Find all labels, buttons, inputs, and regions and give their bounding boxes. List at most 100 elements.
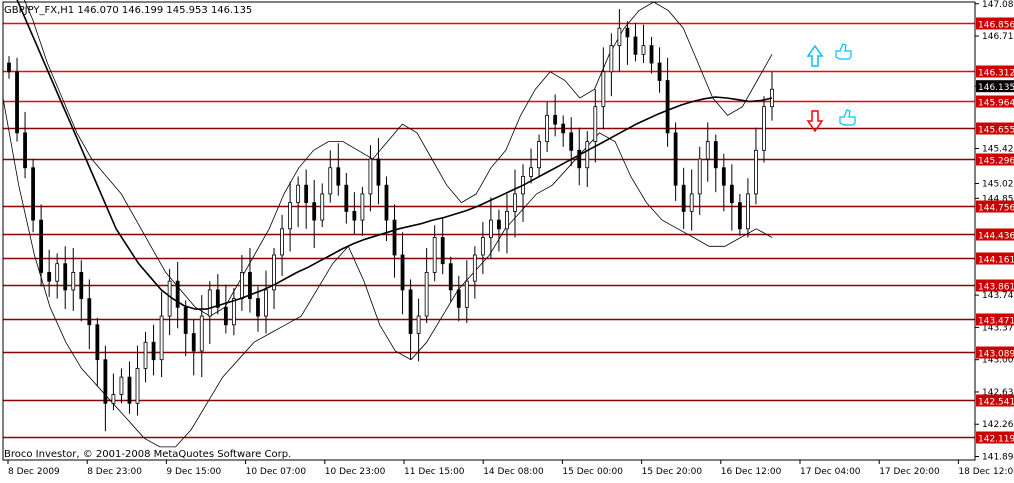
candle-body [697, 158, 702, 195]
level-label: 144.161 [978, 256, 1014, 266]
candle-body [63, 263, 68, 291]
candle-body [689, 193, 694, 212]
candle-body [505, 210, 509, 230]
candle-body [288, 202, 293, 230]
level-label-box [976, 17, 1014, 30]
arrow-up-icon [806, 44, 824, 67]
candle-body [408, 289, 413, 334]
candle-body [328, 167, 333, 195]
y-tick-label: 146.710 [982, 32, 1014, 42]
candle-body [352, 210, 357, 221]
candle-body [280, 228, 284, 256]
level-label: 146.856 [978, 21, 1014, 31]
x-tick-label: 8 Dec 23:00 [87, 467, 142, 477]
candle-body [746, 193, 750, 230]
candle-body [561, 123, 566, 134]
candle-body [79, 272, 84, 300]
candle-body [609, 45, 614, 73]
candle-body [368, 158, 373, 195]
candle-body [264, 289, 268, 317]
candle-body [360, 193, 365, 221]
y-tick-label: 147.080 [982, 0, 1014, 10]
candle-body [191, 333, 196, 352]
y-tick-label: 141.890 [982, 453, 1014, 463]
plot-frame [2, 1, 976, 461]
candle-body [762, 106, 766, 151]
symbol-header: GBPJPY_FX,H1 146.070 146.199 145.953 146… [4, 5, 252, 16]
candle-body [240, 272, 244, 300]
moving-average-layer [16, 0, 773, 310]
thumb-up-icon [839, 109, 856, 126]
level-label-box [976, 200, 1014, 213]
level-label: 142.541 [978, 398, 1014, 408]
y-tick-label: 142.260 [982, 420, 1014, 430]
level-label: 143.861 [978, 283, 1014, 293]
level-label-box [976, 394, 1014, 407]
candle-body [304, 184, 309, 204]
y-tick-label: 143.370 [982, 323, 1014, 333]
x-tick-label: 11 Dec 15:00 [404, 467, 465, 477]
candle-body [143, 341, 148, 369]
candle-body [569, 132, 574, 151]
candle-body [529, 167, 533, 177]
y-tick-label: 143.000 [982, 356, 1014, 366]
candle-body [312, 202, 317, 221]
candle-body [649, 45, 654, 64]
level-label: 144.756 [978, 204, 1014, 214]
x-tick-label: 8 Dec 2009 [8, 467, 60, 477]
candle-body [95, 324, 100, 361]
candle-body [673, 132, 678, 186]
y-tick-label: 144.850 [982, 194, 1014, 204]
candle-body [272, 254, 276, 291]
level-label: 145.964 [978, 99, 1014, 109]
candle-body [159, 315, 164, 361]
candle-body [47, 272, 52, 282]
candle-body [657, 62, 662, 81]
candle-body [665, 80, 670, 134]
candle-body [344, 184, 349, 212]
candle-body [448, 263, 453, 291]
candle-body [617, 27, 622, 47]
candle-body [336, 167, 341, 186]
candle-body [248, 272, 252, 300]
signals-layer [806, 43, 856, 133]
moving-average-line [16, 0, 773, 310]
candle-body [151, 341, 156, 361]
y-tick-label: 142.630 [982, 388, 1014, 398]
thumb-up-icon [835, 43, 852, 60]
candle-body [231, 298, 236, 326]
level-label-box [976, 228, 1014, 241]
candle-body [729, 184, 734, 204]
candle-body [633, 36, 638, 55]
candle-body [376, 158, 381, 186]
candle-body [577, 149, 582, 169]
bollinger-bands-layer [2, 0, 773, 448]
bollinger-lower-line [2, 97, 773, 448]
candle-body [416, 315, 421, 334]
candle-body [296, 184, 301, 204]
candle-body [15, 71, 19, 134]
candle-body [119, 376, 124, 395]
candle-body [456, 289, 461, 308]
x-tick-label: 9 Dec 15:00 [166, 467, 221, 477]
candle-body [440, 237, 445, 265]
candle-body [432, 237, 437, 273]
candle-body [31, 167, 35, 221]
candle-body [392, 219, 397, 256]
candle-body [488, 219, 493, 238]
candle-body [183, 306, 188, 334]
candle-body [207, 289, 212, 317]
level-label: 142.119 [978, 435, 1014, 445]
x-tick-label: 17 Dec 20:00 [879, 467, 940, 477]
candle-body [737, 202, 742, 230]
candle-body [23, 132, 27, 169]
candle-body [103, 359, 108, 404]
candle-body [167, 280, 172, 317]
candle-body [537, 141, 541, 169]
level-lines-layer [3, 22, 975, 439]
candle-body [464, 280, 469, 308]
x-tick-label: 17 Dec 04:00 [800, 467, 861, 477]
